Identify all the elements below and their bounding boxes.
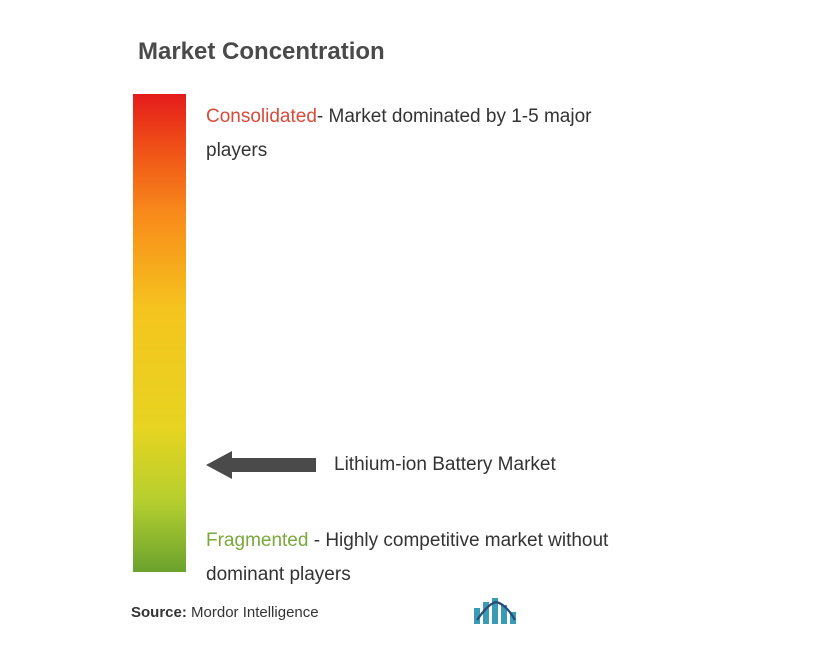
fragmented-description: Fragmented - Highly competitive market w…: [206, 524, 656, 592]
consolidated-label: Consolidated: [206, 106, 317, 127]
arrow-shape: [206, 451, 316, 479]
source-name: Mordor Intelligence: [187, 604, 319, 621]
source-attribution: Source: Mordor Intelligence: [131, 604, 319, 621]
market-label: Lithium-ion Battery Market: [334, 454, 556, 476]
page-title: Market Concentration: [138, 38, 385, 66]
fragmented-label: Fragmented: [206, 530, 308, 551]
market-indicator-row: Lithium-ion Battery Market: [206, 448, 556, 482]
consolidated-description: Consolidated- Market dominated by 1-5 ma…: [206, 100, 636, 168]
source-prefix: Source:: [131, 604, 187, 621]
concentration-gradient-bar: [133, 94, 186, 572]
mordor-logo-icon: [474, 598, 518, 624]
arrow-left-icon: [206, 448, 316, 482]
